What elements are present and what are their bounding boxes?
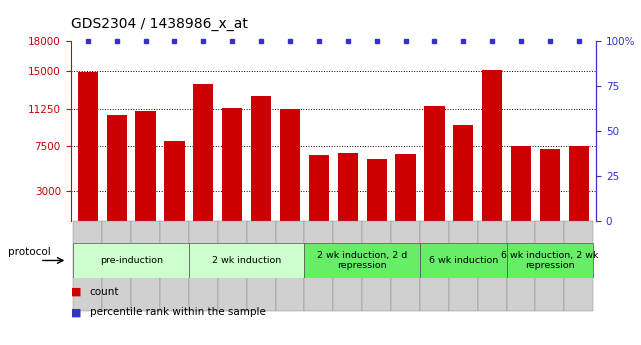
Bar — [280, 109, 300, 221]
Bar — [135, 111, 156, 221]
Bar — [506, 243, 593, 278]
Text: ■: ■ — [71, 307, 81, 317]
Bar — [482, 70, 503, 221]
Text: ■: ■ — [71, 287, 81, 296]
Bar — [106, 115, 127, 221]
Bar — [309, 155, 329, 221]
Text: GDS2304 / 1438986_x_at: GDS2304 / 1438986_x_at — [71, 17, 247, 31]
Text: 2 wk induction, 2 d
repression: 2 wk induction, 2 d repression — [317, 251, 407, 270]
Bar — [164, 141, 185, 221]
Bar — [420, 221, 449, 310]
Text: 6 wk induction, 2 wk
repression: 6 wk induction, 2 wk repression — [501, 251, 599, 270]
Bar — [251, 96, 271, 221]
Bar — [362, 221, 391, 310]
Bar — [193, 84, 213, 221]
Bar — [506, 221, 535, 310]
Bar — [540, 149, 560, 221]
Bar — [218, 221, 247, 310]
Bar — [564, 221, 593, 310]
Text: 2 wk induction: 2 wk induction — [212, 256, 281, 265]
Bar — [333, 221, 362, 310]
Bar — [189, 221, 218, 310]
Bar — [131, 221, 160, 310]
Text: count: count — [90, 287, 119, 296]
Bar — [367, 159, 387, 221]
Bar — [222, 108, 242, 221]
Bar — [511, 146, 531, 221]
Bar — [247, 221, 276, 310]
Bar — [74, 243, 189, 278]
Text: 6 wk induction: 6 wk induction — [429, 256, 498, 265]
Bar — [338, 153, 358, 221]
Bar — [74, 221, 103, 310]
Bar — [569, 146, 589, 221]
Bar — [449, 221, 478, 310]
Bar — [189, 243, 304, 278]
Bar — [395, 154, 415, 221]
Bar — [478, 221, 506, 310]
Bar — [103, 221, 131, 310]
Bar — [78, 72, 98, 221]
Bar — [420, 243, 506, 278]
Bar — [424, 106, 444, 221]
Text: pre-induction: pre-induction — [99, 256, 163, 265]
Bar — [276, 221, 304, 310]
Bar — [304, 243, 420, 278]
Bar — [391, 221, 420, 310]
Bar — [304, 221, 333, 310]
Text: percentile rank within the sample: percentile rank within the sample — [90, 307, 265, 317]
Bar — [453, 125, 474, 221]
Bar — [160, 221, 189, 310]
Bar — [535, 221, 564, 310]
Text: protocol: protocol — [8, 247, 51, 257]
